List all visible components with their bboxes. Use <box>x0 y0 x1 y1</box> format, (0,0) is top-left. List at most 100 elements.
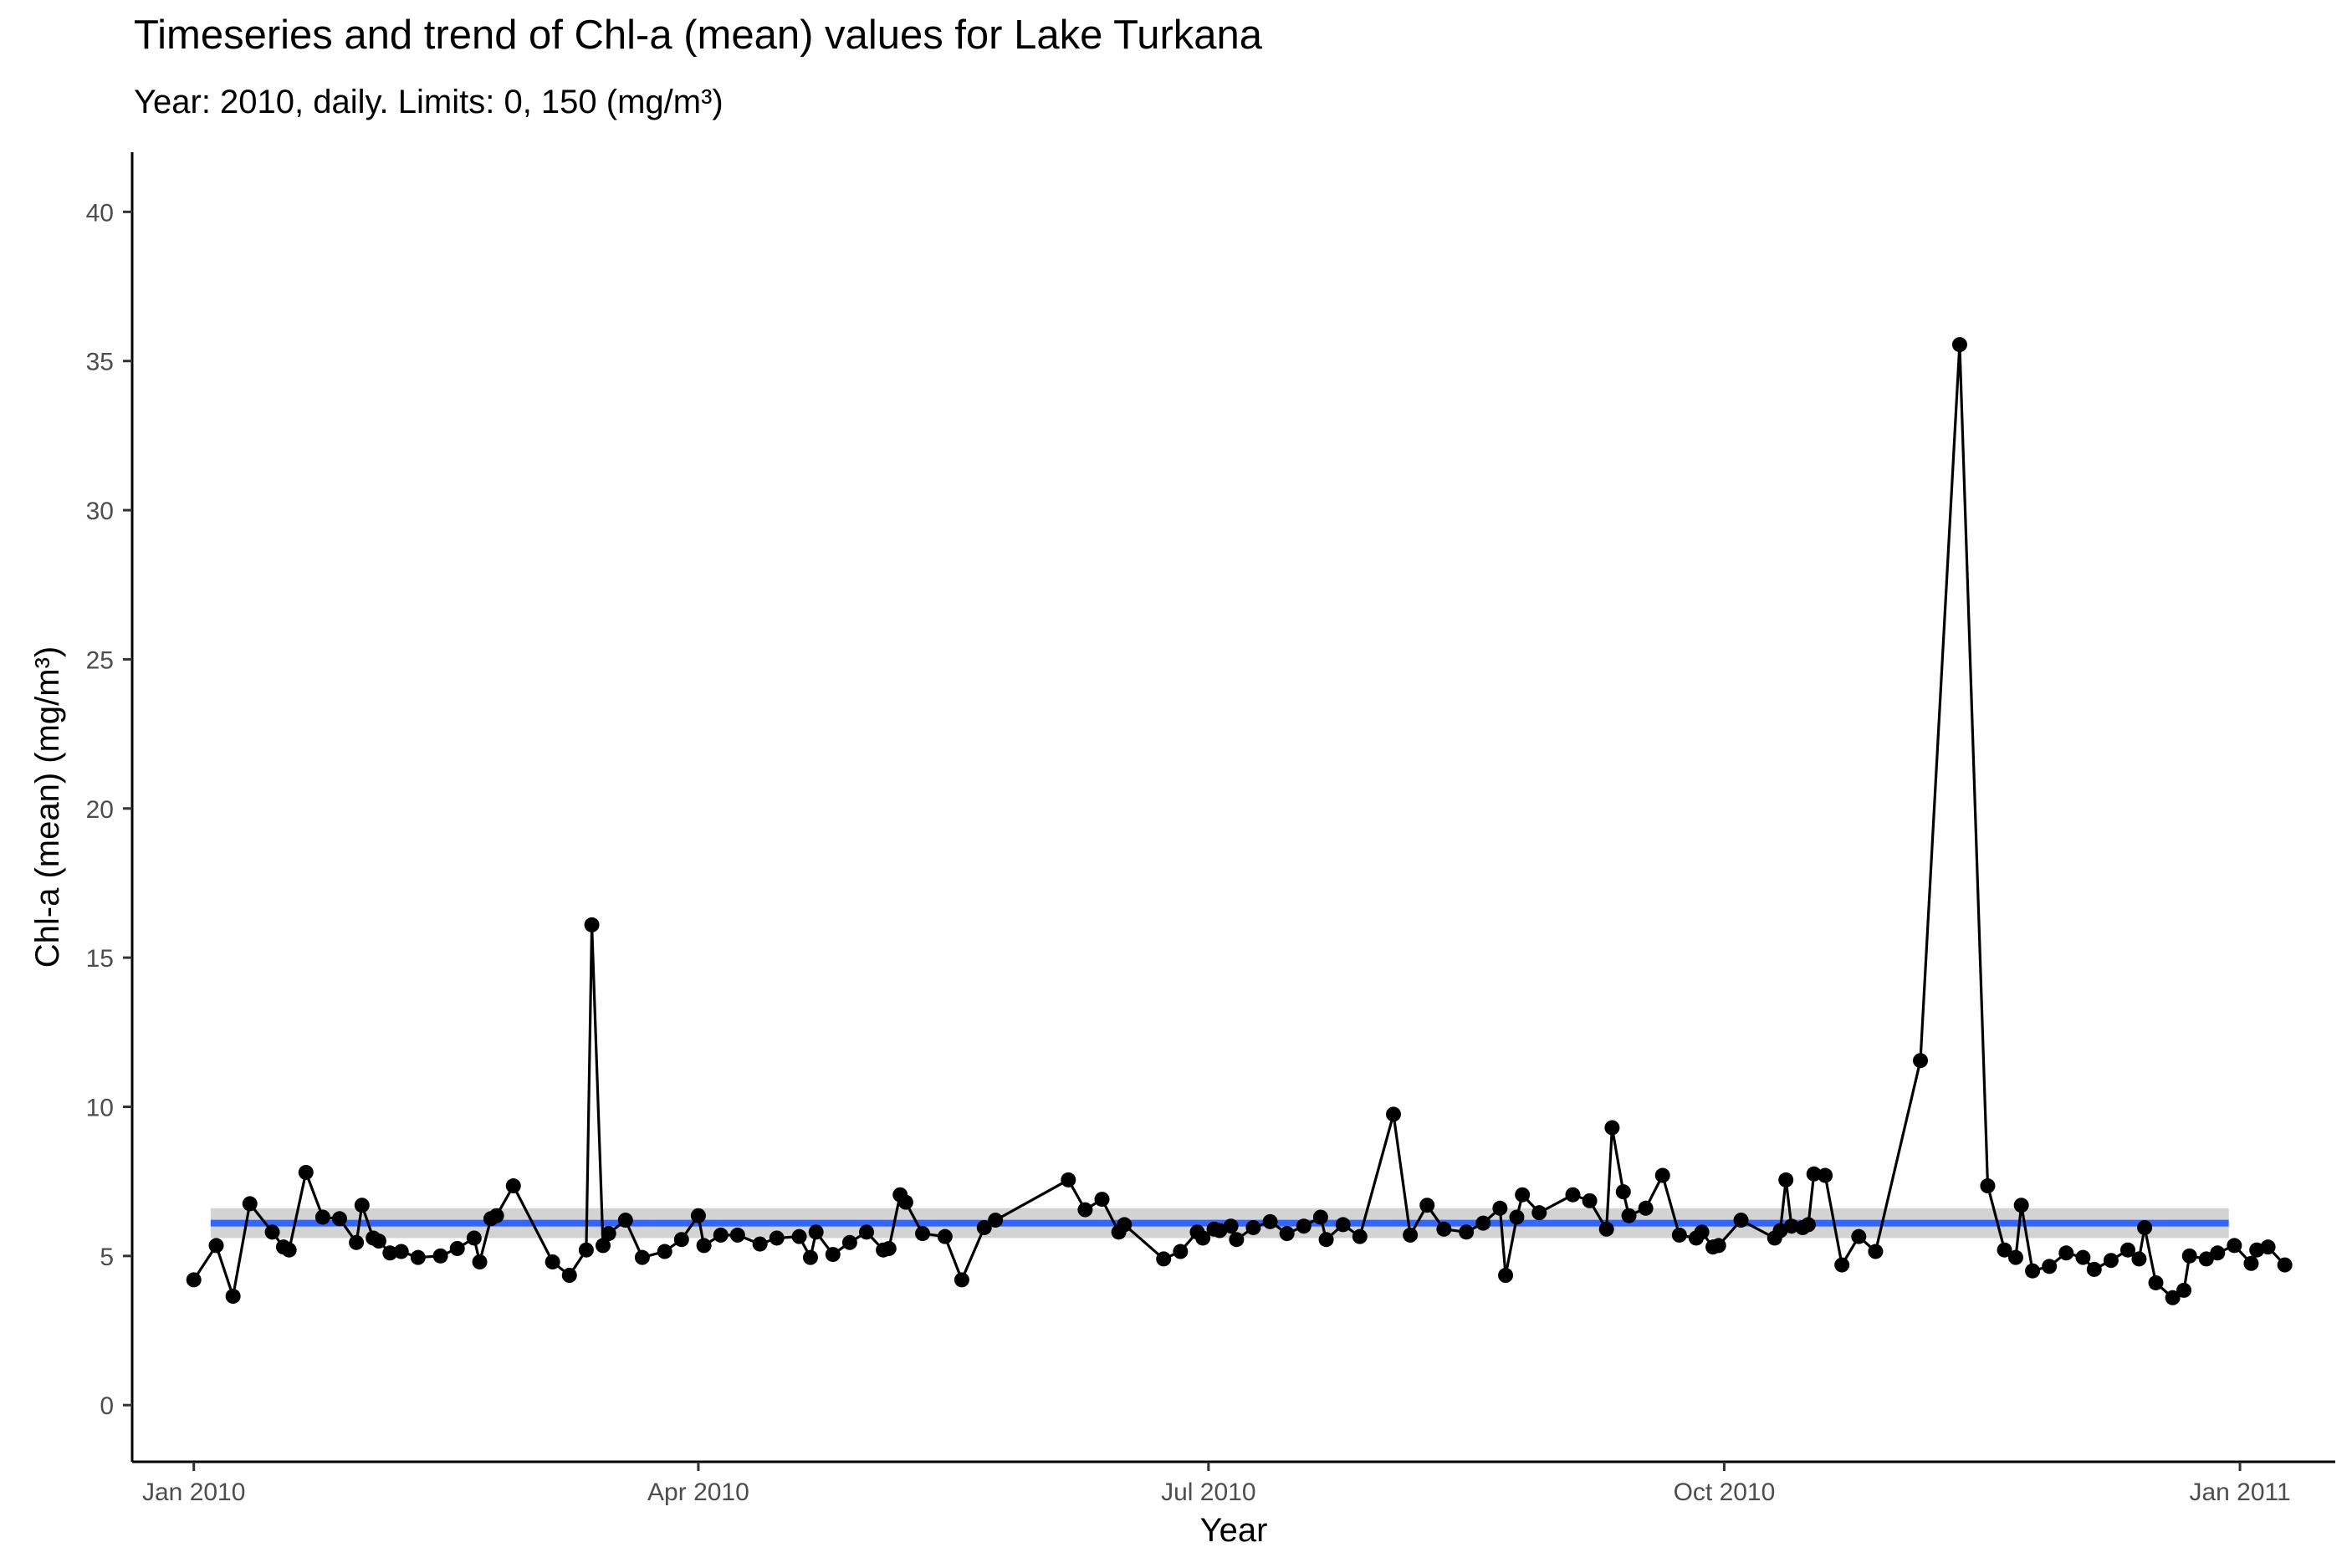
data-point <box>371 1233 386 1249</box>
data-point <box>1312 1209 1328 1225</box>
data-point <box>505 1178 521 1194</box>
data-point <box>1783 1218 1799 1234</box>
data-point <box>897 1194 913 1210</box>
data-point <box>1778 1172 1794 1187</box>
data-point <box>1638 1200 1654 1216</box>
data-point <box>1318 1232 1334 1248</box>
data-point <box>1279 1226 1295 1242</box>
data-point <box>1565 1187 1581 1203</box>
y-tick-label: 40 <box>86 199 114 227</box>
data-point <box>601 1226 616 1242</box>
data-point <box>2277 1257 2293 1273</box>
data-point <box>1436 1221 1452 1237</box>
data-point <box>1951 337 1967 353</box>
data-point <box>466 1230 482 1246</box>
data-point <box>2075 1249 2091 1265</box>
data-point <box>2137 1219 2153 1235</box>
data-point <box>954 1272 969 1288</box>
data-point <box>769 1230 785 1246</box>
data-point <box>1509 1209 1525 1225</box>
data-point <box>298 1164 314 1180</box>
data-point <box>1671 1227 1687 1243</box>
data-point <box>354 1198 370 1213</box>
data-point <box>1582 1193 1598 1208</box>
data-point <box>802 1249 818 1265</box>
data-point <box>657 1244 672 1259</box>
data-point <box>186 1272 202 1288</box>
data-point <box>242 1196 258 1212</box>
data-point <box>281 1242 297 1258</box>
chart-subtitle: Year: 2010, daily. Limits: 0, 150 (mg/m³… <box>134 84 723 120</box>
data-point <box>2025 1263 2041 1279</box>
data-point <box>1515 1187 1531 1203</box>
data-point <box>1997 1242 2012 1258</box>
data-point <box>1352 1228 1368 1244</box>
y-tick-label: 5 <box>100 1244 114 1271</box>
data-point <box>1403 1227 1419 1243</box>
data-point <box>729 1227 745 1243</box>
data-point <box>1419 1198 1435 1213</box>
data-point <box>617 1213 633 1228</box>
data-point <box>2210 1245 2226 1261</box>
data-point <box>937 1228 953 1244</box>
data-point <box>1223 1218 1239 1234</box>
axes <box>130 152 2335 1463</box>
data-point <box>2176 1282 2192 1298</box>
data-point <box>1296 1218 1311 1234</box>
data-point <box>410 1249 426 1265</box>
y-tick-label: 30 <box>86 498 114 525</box>
series-line-layer <box>192 343 2286 1300</box>
data-point <box>1077 1202 1093 1218</box>
data-point <box>1806 1166 1822 1182</box>
data-point <box>1245 1219 1261 1235</box>
data-point <box>841 1234 857 1250</box>
data-point <box>825 1247 841 1263</box>
data-point <box>225 1289 241 1305</box>
data-point <box>1598 1221 1614 1237</box>
data-point <box>1800 1217 1816 1233</box>
data-point <box>393 1244 409 1259</box>
data-point <box>713 1227 729 1243</box>
data-point <box>2243 1255 2259 1271</box>
data-point <box>432 1248 448 1264</box>
y-axis-title: Chl-a (mean) (mg/m³) <box>29 646 66 968</box>
data-point <box>1851 1228 1867 1244</box>
data-point <box>2148 1274 2164 1290</box>
x-tick-label: Oct 2010 <box>1674 1479 1776 1506</box>
data-point <box>1980 1178 1996 1194</box>
data-point <box>1621 1208 1637 1223</box>
data-point <box>2103 1253 2119 1269</box>
y-tick-label: 0 <box>100 1392 114 1420</box>
y-ticks: 0 5 10 15 20 25 30 35 40 <box>86 199 132 1420</box>
data-point <box>1335 1217 1351 1233</box>
data-point <box>595 1238 611 1254</box>
data-point <box>634 1249 650 1265</box>
data-point <box>2120 1242 2136 1258</box>
data-point <box>1834 1257 1850 1273</box>
y-tick-label: 25 <box>86 646 114 674</box>
data-point <box>264 1224 280 1240</box>
data-point <box>1818 1167 1833 1183</box>
data-point <box>1604 1120 1620 1136</box>
data-point <box>1173 1244 1189 1259</box>
x-axis-title: Year <box>1200 1512 1268 1549</box>
data-point <box>2058 1245 2074 1261</box>
data-point <box>1475 1215 1491 1231</box>
data-point <box>2260 1239 2276 1255</box>
y-tick-label: 20 <box>86 796 114 824</box>
data-point <box>584 917 600 932</box>
data-point <box>1262 1213 1278 1229</box>
data-point <box>1117 1217 1133 1233</box>
data-point <box>314 1209 330 1225</box>
data-point <box>1868 1244 1884 1259</box>
data-point <box>808 1224 824 1240</box>
data-point <box>791 1228 807 1244</box>
data-point <box>382 1245 398 1261</box>
chart-title: Timeseries and trend of Chl-a (mean) val… <box>134 13 1263 58</box>
data-point <box>1694 1224 1710 1240</box>
data-point <box>673 1232 689 1248</box>
data-point <box>449 1240 465 1256</box>
y-tick-label: 10 <box>86 1095 114 1122</box>
data-point <box>1654 1167 1670 1183</box>
